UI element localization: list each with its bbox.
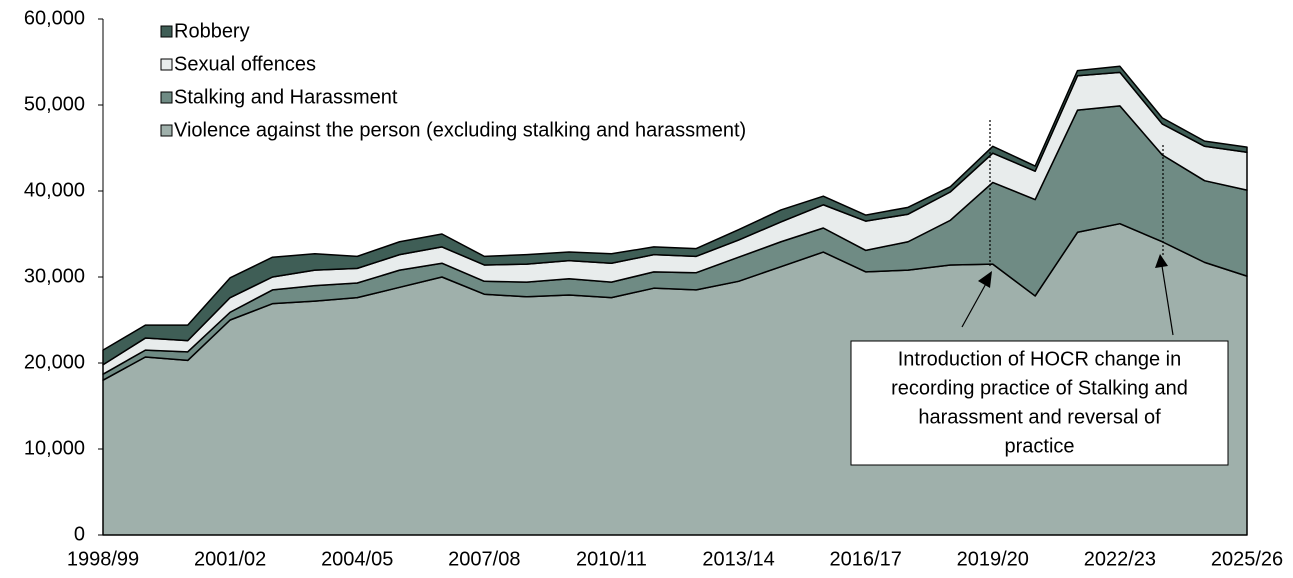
x-tick-label: 2001/02 [194, 548, 266, 570]
y-tick-label: 60,000 [24, 7, 85, 29]
y-tick-label: 20,000 [24, 351, 85, 373]
annotation-text: harassment and reversal of [918, 406, 1161, 428]
x-tick-label: 2007/08 [448, 548, 520, 570]
legend-swatch [160, 25, 173, 38]
legend-swatch [160, 91, 173, 104]
x-tick-label: 2010/11 [576, 548, 647, 570]
arrow [961, 279, 989, 328]
y-tick-label: 40,000 [24, 179, 85, 201]
x-tick-label: 1998/99 [67, 548, 139, 570]
arrow-head [1155, 254, 1168, 268]
annotation-text: recording practice of Stalking and [891, 377, 1188, 399]
y-tick-label: 10,000 [24, 437, 85, 459]
arrow-head [978, 271, 992, 288]
arrow [1161, 265, 1174, 336]
x-tick-label: 2004/05 [321, 548, 393, 570]
x-tick-label: 2016/17 [830, 548, 902, 570]
area [102, 65, 1248, 366]
x-tick-label: 2022/23 [1084, 548, 1156, 570]
annotation-box [850, 340, 1229, 466]
legend-label: Violence against the person (excluding s… [174, 119, 746, 141]
legend-label: Sexual offences [174, 53, 316, 75]
annotation-text: Introduction of HOCR change in [898, 348, 1182, 370]
legend-swatch [160, 124, 173, 137]
legend-swatch [160, 58, 173, 71]
legend-label: Stalking and Harassment [174, 86, 398, 108]
y-tick-label: 50,000 [24, 93, 85, 115]
y-tick-label: 0 [74, 523, 85, 545]
x-tick-label: 2013/14 [702, 548, 774, 570]
x-tick-label: 2019/20 [957, 548, 1029, 570]
y-tick-label: 30,000 [24, 265, 85, 287]
x-tick-label: 2025/26 [1211, 548, 1283, 570]
legend-label: Robbery [174, 20, 250, 42]
annotation-text: practice [1004, 435, 1074, 457]
